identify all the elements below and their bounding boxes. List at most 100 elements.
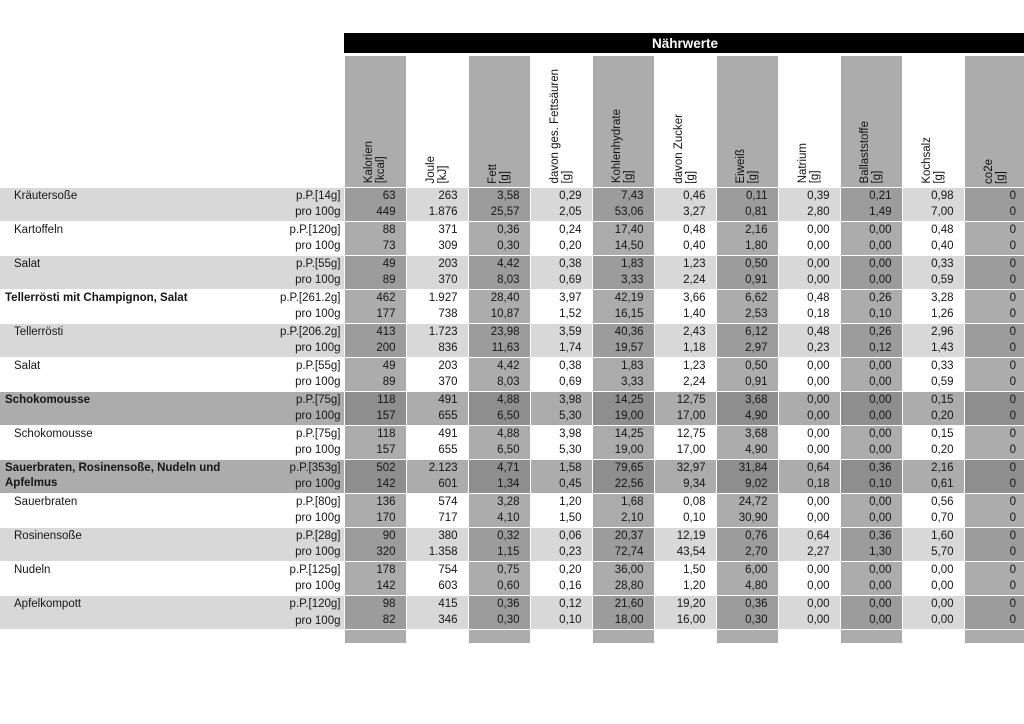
value-cell: 49 — [343, 254, 406, 272]
value-cell: 16,00 — [653, 612, 716, 629]
value-cell: 0,59 — [901, 272, 964, 289]
value-cell: 43,54 — [653, 544, 716, 561]
value-cell: 0 — [963, 340, 1024, 357]
value-cell: 1,30 — [839, 544, 902, 561]
value-cell: 0 — [963, 476, 1024, 493]
table-row: pro 100g 89 370 8,03 0,69 3,33 2,24 0,91 0,00 0,0… — [0, 272, 1024, 289]
table-row: pro 100g 82 346 0,30 0,10 18,00 16,00 0,30 0,00 0… — [0, 612, 1024, 629]
table-row: pro 100g 157 655 6,50 5,30 19,00 17,00 4,90 0,00… — [0, 408, 1024, 425]
column-header-text: Joule [kJ] — [425, 156, 449, 184]
value-cell: 18,00 — [591, 612, 654, 629]
table-row: Apfelkompott p.P.[120g] 98 415 0,36 0,12 21,60… — [0, 594, 1024, 629]
value-cell: 655 — [405, 442, 468, 459]
value-cell: 717 — [405, 510, 468, 527]
value-cell: 0,24 — [529, 220, 592, 238]
value-cell: 0,30 — [467, 612, 530, 629]
value-cell: 0,00 — [839, 254, 902, 272]
value-cell: 6,00 — [715, 560, 778, 578]
value-cell: 177 — [343, 306, 406, 323]
value-cell: 3,27 — [653, 204, 716, 221]
value-cell: 309 — [405, 238, 468, 255]
value-cell: 6,62 — [715, 288, 778, 306]
value-cell: 3,28 — [901, 288, 964, 306]
value-cell: 0,33 — [901, 254, 964, 272]
value-cell: 754 — [405, 560, 468, 578]
footer-stripe-cell — [963, 628, 1024, 643]
footer-stripe-row — [0, 628, 1024, 643]
value-cell: 1.927 — [405, 288, 468, 306]
value-cell: 3,98 — [529, 424, 592, 442]
value-cell: 157 — [343, 408, 406, 425]
value-cell: 0,00 — [777, 594, 840, 612]
value-cell: 2,24 — [653, 272, 716, 289]
portion-label-per-100g: pro 100g — [250, 408, 344, 425]
value-cell: 0,10 — [529, 612, 592, 629]
value-cell: 0,36 — [715, 594, 778, 612]
value-cell: 36,00 — [591, 560, 654, 578]
value-cell: 0,10 — [653, 510, 716, 527]
value-cell: 2,16 — [715, 220, 778, 238]
table-row: pro 100g 73 309 0,30 0,20 14,50 0,40 1,80 0,00 0,… — [0, 238, 1024, 255]
value-cell: 0,00 — [901, 594, 964, 612]
value-cell: 0,48 — [653, 220, 716, 238]
value-cell: 0,00 — [901, 612, 964, 629]
value-cell: 157 — [343, 442, 406, 459]
value-cell: 462 — [343, 288, 406, 306]
footer-stripe-cell — [591, 628, 654, 643]
value-cell: 2,24 — [653, 374, 716, 391]
value-cell: 0 — [963, 578, 1024, 595]
table-row: pro 100g 449 1.876 25,57 2,05 53,06 3,27 0,81 2,… — [0, 204, 1024, 221]
value-cell: 0,23 — [529, 544, 592, 561]
column-header-text: Ballaststoffe [g] — [859, 121, 883, 184]
value-cell: 17,40 — [591, 220, 654, 238]
value-cell: 491 — [405, 424, 468, 442]
value-cell: 0,00 — [839, 390, 902, 408]
value-cell: 89 — [343, 272, 406, 289]
table-row: Nudeln p.P.[125g] 178 754 0,75 0,20 36,00 1,50 6… — [0, 560, 1024, 595]
value-cell: 0 — [963, 186, 1024, 204]
value-cell: 491 — [405, 390, 468, 408]
value-cell: 73 — [343, 238, 406, 255]
value-cell: 1.358 — [405, 544, 468, 561]
value-cell: 22,56 — [591, 476, 654, 493]
value-cell: 0,00 — [839, 510, 902, 527]
value-cell: 0,00 — [777, 254, 840, 272]
table-row: pro 100g 142 601 1,34 0,45 22,56 9,34 9,02 0,18 0… — [0, 476, 1024, 493]
value-cell: 0,70 — [901, 510, 964, 527]
value-cell: 0,36 — [467, 220, 530, 238]
column-header-2: Fett [g] — [467, 56, 530, 187]
portion-label-per-100g: pro 100g — [250, 238, 344, 255]
column-header-row: Kalorien [kcal] Joule [kJ] Fett [g] davon g… — [0, 56, 1024, 187]
portion-label-per-portion: p.P.[75g] — [250, 390, 344, 408]
column-header-5: davon Zucker [g] — [653, 56, 716, 187]
value-cell: 370 — [405, 374, 468, 391]
value-cell: 17,00 — [653, 408, 716, 425]
value-cell: 0,33 — [901, 356, 964, 374]
portion-label-per-100g: pro 100g — [250, 510, 344, 527]
value-cell: 19,00 — [591, 408, 654, 425]
value-cell: 3,66 — [653, 288, 716, 306]
value-cell: 0,00 — [839, 238, 902, 255]
value-cell: 1,23 — [653, 254, 716, 272]
value-cell: 40,36 — [591, 322, 654, 340]
value-cell: 0,64 — [777, 458, 840, 476]
item-label: Sauerbraten, Rosinensoße, Nudeln und Apf… — [0, 458, 250, 493]
value-cell: 203 — [405, 254, 468, 272]
value-cell: 63 — [343, 186, 406, 204]
value-cell: 0,56 — [901, 492, 964, 510]
value-cell: 2,27 — [777, 544, 840, 561]
column-header-text: davon Zucker [g] — [673, 113, 697, 184]
value-cell: 0 — [963, 544, 1024, 561]
value-cell: 0,00 — [839, 578, 902, 595]
value-cell: 3,68 — [715, 390, 778, 408]
value-cell: 6,12 — [715, 322, 778, 340]
value-cell: 0 — [963, 306, 1024, 323]
value-cell: 1,15 — [467, 544, 530, 561]
value-cell: 0,00 — [839, 424, 902, 442]
value-cell: 0,18 — [777, 476, 840, 493]
footer-stripe-cell — [777, 628, 840, 643]
portion-label-per-portion: p.P.[206.2g] — [250, 322, 344, 340]
item-label: Tellerrösti mit Champignon, Salat — [0, 288, 250, 323]
value-cell: 2,96 — [901, 322, 964, 340]
portion-label-per-portion: p.P.[120g] — [250, 220, 344, 238]
